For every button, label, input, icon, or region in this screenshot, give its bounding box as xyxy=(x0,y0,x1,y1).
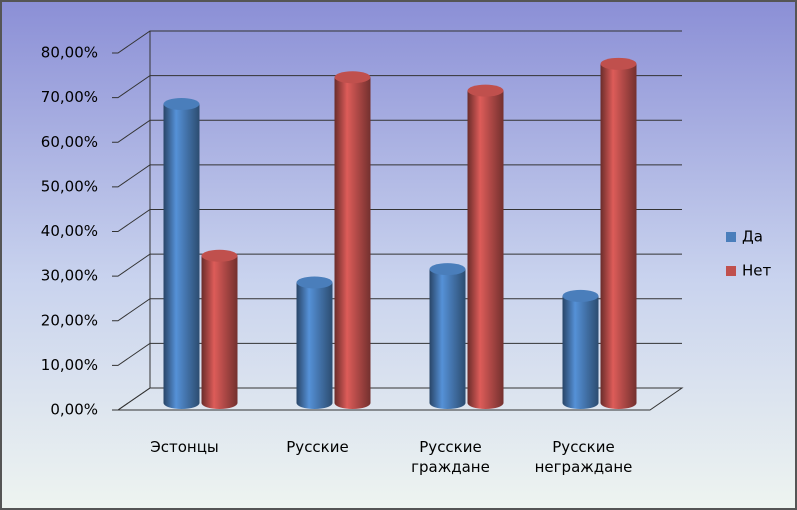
bar xyxy=(429,269,466,410)
bar xyxy=(562,295,599,410)
y-tick-label: 20,00% xyxy=(41,311,98,329)
legend-swatch xyxy=(726,232,736,242)
bar-top xyxy=(201,249,238,262)
bar-top xyxy=(467,84,504,97)
grid-line xyxy=(112,387,682,411)
bar xyxy=(163,104,200,410)
bar-top xyxy=(429,263,466,276)
x-tick-label: Русские xyxy=(286,438,348,456)
grid-line xyxy=(112,119,682,143)
bar-top xyxy=(334,71,371,84)
bar-top xyxy=(163,98,200,111)
grid-line xyxy=(112,209,682,232)
y-tick-label: 80,00% xyxy=(41,44,98,62)
bar xyxy=(334,77,371,410)
bar xyxy=(600,63,637,410)
grid-line xyxy=(112,342,682,366)
grid-line xyxy=(112,253,682,277)
legend-label: Да xyxy=(742,228,763,246)
bar-top xyxy=(600,57,637,70)
bar-top xyxy=(296,276,333,289)
grid-line xyxy=(112,75,682,99)
legend-label: Нет xyxy=(742,262,772,280)
grid-line xyxy=(112,30,682,54)
grid-line xyxy=(112,298,682,322)
grid-line xyxy=(112,164,682,188)
bar xyxy=(296,282,333,410)
bar xyxy=(467,90,504,410)
y-tick-label: 50,00% xyxy=(41,177,98,195)
y-tick-label: 30,00% xyxy=(41,267,98,285)
bar xyxy=(201,255,238,410)
y-tick-label: 10,00% xyxy=(41,356,98,374)
bar-top xyxy=(562,289,599,302)
x-tick-label: Русские граждане xyxy=(411,438,490,476)
x-tick-label: Эстонцы xyxy=(150,438,219,456)
y-tick-label: 40,00% xyxy=(41,222,98,240)
legend-swatch xyxy=(726,266,736,276)
y-tick-label: 0,00% xyxy=(50,401,98,419)
y-tick-label: 60,00% xyxy=(41,133,98,151)
y-tick-label: 70,00% xyxy=(41,88,98,106)
x-tick-label: Русские неграждане xyxy=(535,438,633,476)
